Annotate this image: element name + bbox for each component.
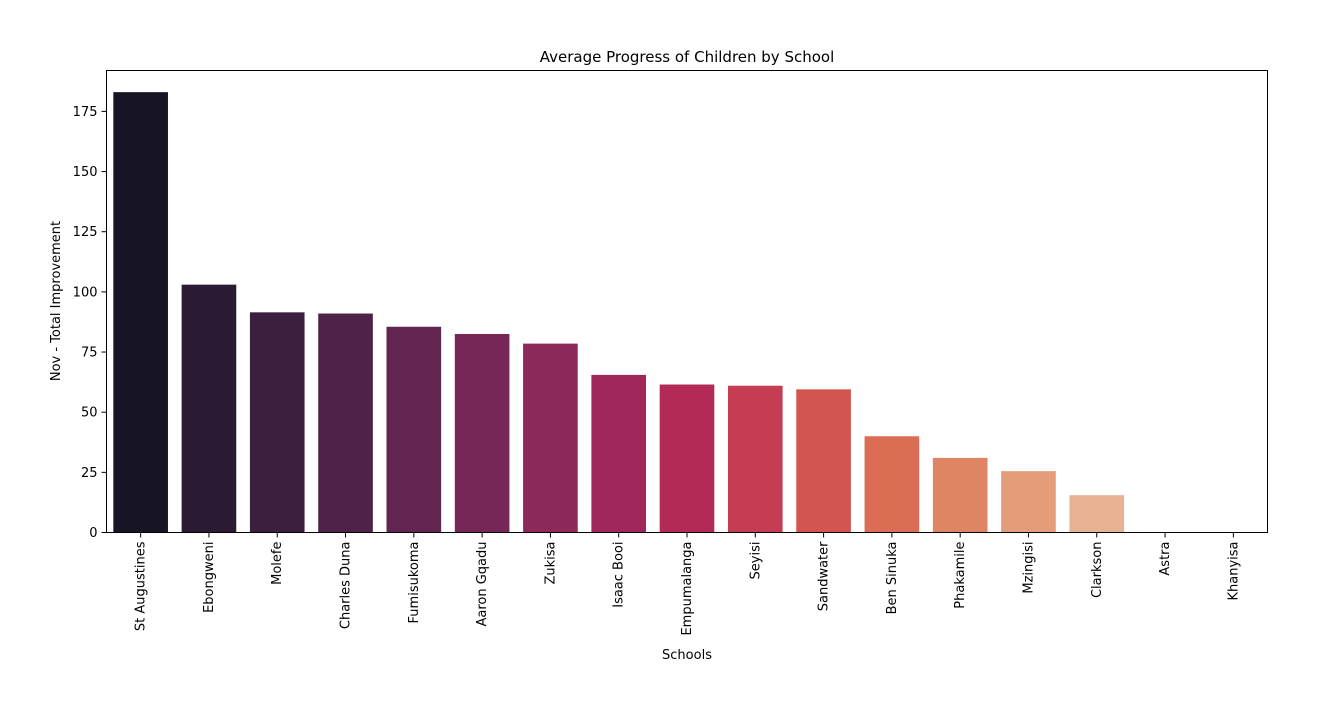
y-tick-label: 150 bbox=[73, 165, 98, 180]
y-tick-label: 125 bbox=[73, 225, 98, 240]
x-tick-label: Seyisi bbox=[748, 542, 763, 580]
bar-1 bbox=[181, 284, 237, 533]
x-tick-label: St Augustines bbox=[134, 541, 149, 631]
x-tick-label: Molefe bbox=[270, 542, 285, 585]
x-tick-label: Khanyisa bbox=[1226, 542, 1241, 601]
y-tick-label: 25 bbox=[81, 466, 98, 481]
x-axis-ticks: St Augustines Ebongweni Molefe Charles Duna… bbox=[134, 532, 1241, 636]
x-tick-label: Zukisa bbox=[543, 542, 558, 585]
bar-2 bbox=[249, 312, 305, 533]
x-tick-label: Aaron Gqadu bbox=[475, 542, 490, 627]
x-tick-label: Clarkson bbox=[1090, 542, 1105, 599]
bar-0 bbox=[113, 92, 168, 533]
bar-4 bbox=[386, 326, 442, 533]
bars-group bbox=[113, 92, 1125, 533]
y-tick-label: 50 bbox=[81, 406, 98, 421]
y-tick-label: 175 bbox=[73, 105, 98, 120]
x-tick-label: Isaac Booi bbox=[612, 542, 627, 608]
x-tick-label: Sandwater bbox=[817, 541, 832, 611]
y-axis-label: Nov - Total Improvement bbox=[49, 221, 64, 381]
bar-5 bbox=[454, 333, 510, 533]
bar-13 bbox=[1001, 471, 1056, 533]
x-tick-label: Ben Sinuka bbox=[885, 542, 900, 615]
x-tick-label: Mzingisi bbox=[1021, 542, 1036, 594]
x-tick-label: Phakamile bbox=[953, 542, 968, 609]
x-axis-label: Schools bbox=[662, 648, 712, 663]
plot-frame bbox=[106, 70, 1268, 533]
x-tick-label: Fumisukoma bbox=[407, 542, 422, 624]
bar-10 bbox=[796, 389, 851, 533]
y-tick-label: 75 bbox=[81, 346, 98, 361]
x-tick-label: Ebongweni bbox=[202, 542, 217, 613]
y-tick-label: 0 bbox=[89, 526, 97, 541]
bar-6 bbox=[523, 343, 578, 533]
bar-9 bbox=[727, 385, 783, 533]
bar-3 bbox=[318, 313, 373, 533]
chart-title: Average Progress of Children by School bbox=[540, 48, 835, 66]
y-axis-ticks: 0 25 50 75 100 125 150 175 bbox=[73, 105, 107, 541]
bar-7 bbox=[591, 374, 647, 533]
bar-8 bbox=[659, 384, 715, 533]
bar-11 bbox=[864, 436, 920, 533]
x-tick-label: Astra bbox=[1158, 542, 1173, 576]
y-tick-label: 100 bbox=[73, 285, 98, 300]
x-tick-label: Charles Duna bbox=[339, 542, 354, 630]
x-tick-label: Empumalanga bbox=[680, 542, 695, 636]
bar-12 bbox=[932, 457, 988, 533]
bar-14 bbox=[1069, 495, 1125, 533]
